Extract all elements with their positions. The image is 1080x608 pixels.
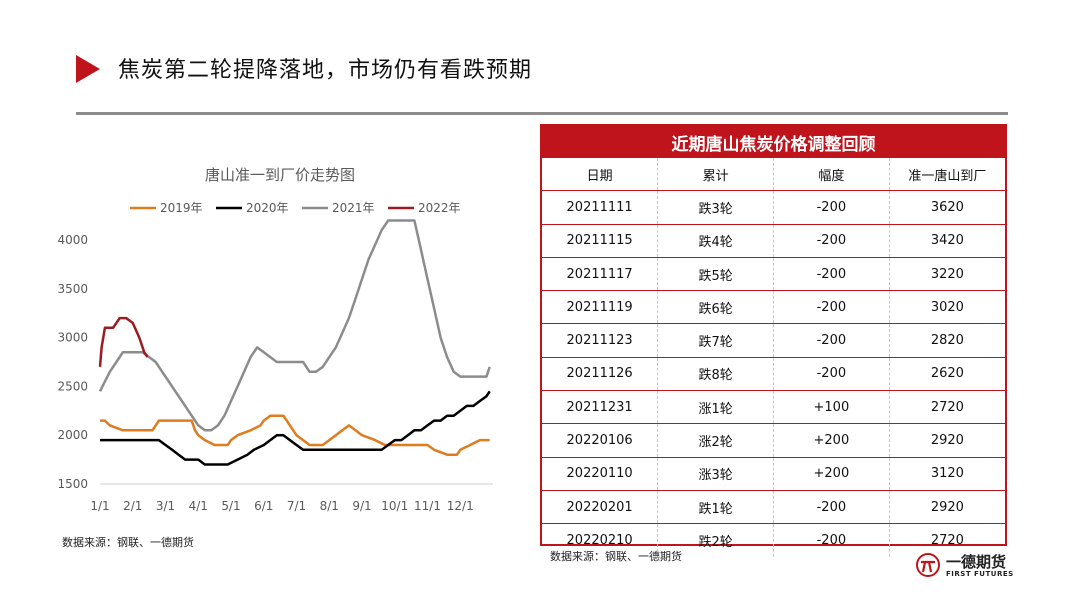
x-tick-label: 9/1: [352, 499, 371, 513]
series-line-2021年: [98, 219, 491, 432]
table-row: 20211111 跌3轮 -200 3620: [542, 190, 1005, 225]
y-tick-label: 3500: [57, 282, 88, 296]
title-marker-icon: [76, 55, 100, 83]
cell-price: 3420: [889, 224, 1005, 258]
cell-change: -200: [773, 257, 890, 292]
series-line-2019年: [100, 414, 490, 456]
x-tick-label: 7/1: [287, 499, 306, 513]
price-adjustment-table: 近期唐山焦炭价格调整回顾 日期 累计 幅度 准一唐山到厂 20211111 跌3轮…: [540, 124, 1007, 557]
cell-price: 2720: [889, 390, 1005, 425]
cell-cumulative: 跌3轮: [657, 190, 774, 225]
legend-label: 2020年: [246, 201, 289, 215]
table-row: 20211117 跌5轮 -200 3220: [542, 257, 1005, 292]
y-tick-label: 2500: [57, 379, 88, 393]
cell-cumulative: 跌8轮: [657, 357, 774, 392]
table-row: 20211126 跌8轮 -200 2620: [542, 357, 1005, 392]
cell-date: 20220110: [542, 457, 659, 491]
cell-date: 20220201: [542, 490, 659, 525]
table-row: 20220110 涨3轮 +200 3120: [542, 457, 1005, 491]
cell-price: 3620: [889, 190, 1005, 225]
company-logo-name: 一德期货: [946, 553, 1007, 571]
price-trend-chart: 唐山准一到厂价走势图 2019年 2020年 2021年 2022年 1500 2000 25…: [57, 166, 493, 513]
cell-change: -200: [773, 290, 890, 325]
page-title: 焦炭第二轮提降落地，市场仍有看跌预期: [118, 58, 533, 83]
cell-change: +200: [773, 423, 890, 458]
header-date: 日期: [542, 158, 659, 192]
chart-source-note: 数据来源：钢联、一德期货: [62, 536, 194, 549]
cell-change: +100: [773, 390, 890, 425]
x-tick-label: 3/1: [156, 499, 175, 513]
cell-price: 3020: [889, 290, 1005, 325]
cell-price: 2920: [889, 423, 1005, 458]
cell-cumulative: 跌4轮: [657, 224, 774, 258]
cell-price: 2620: [889, 357, 1005, 392]
legend-label: 2019年: [160, 201, 203, 215]
cell-change: -200: [773, 224, 890, 258]
cell-cumulative: 跌6轮: [657, 290, 774, 325]
cell-change: -200: [773, 190, 890, 225]
table-row: 20211115 跌4轮 -200 3420: [542, 224, 1005, 258]
legend-label: 2022年: [418, 201, 461, 215]
table-row: 20211119 跌6轮 -200 3020: [542, 290, 1005, 325]
cell-cumulative: 涨1轮: [657, 390, 774, 425]
x-tick-label: 8/1: [320, 499, 339, 513]
title-divider: [76, 112, 1008, 115]
cell-date: 20211119: [542, 290, 659, 325]
cell-date: 20211115: [542, 224, 659, 258]
x-tick-label: 4/1: [189, 499, 208, 513]
cell-date: 20211231: [542, 390, 659, 425]
company-logo-subtitle: FIRST FUTURES: [946, 570, 1014, 578]
x-tick-label: 10/1: [381, 499, 408, 513]
cell-cumulative: 涨3轮: [657, 457, 774, 491]
cell-change: -200: [773, 357, 890, 392]
legend-label: 2021年: [332, 201, 375, 215]
x-tick-label: 1/1: [90, 499, 109, 513]
cell-date: 20211126: [542, 357, 659, 392]
cell-date: 20211111: [542, 190, 659, 225]
x-tick-label: 2/1: [123, 499, 142, 513]
y-tick-label: 2000: [57, 428, 88, 442]
header-price: 准一唐山到厂: [889, 158, 1005, 192]
x-tick-label: 6/1: [254, 499, 273, 513]
series-line-2022年: [98, 316, 149, 368]
cell-cumulative: 跌1轮: [657, 490, 774, 525]
cell-cumulative: 涨2轮: [657, 423, 774, 458]
cell-price: 3220: [889, 257, 1005, 292]
series-line-2020年: [100, 390, 491, 466]
x-tick-label: 5/1: [221, 499, 240, 513]
cell-change: -200: [773, 523, 890, 557]
cell-price: 2720: [930, 532, 964, 548]
cell-cumulative: 跌5轮: [657, 257, 774, 292]
table-row: 20220201 跌1轮 -200 2920: [542, 490, 1005, 525]
table-row: 20211123 跌7轮 -200 2820: [542, 323, 1005, 358]
cell-date: 20220106: [542, 423, 659, 458]
cell-price: 2820: [889, 323, 1005, 358]
table-row: 20220106 涨2轮 +200 2920: [542, 423, 1005, 458]
y-tick-label: 3000: [57, 331, 88, 345]
chart-title: 唐山准一到厂价走势图: [205, 166, 355, 184]
table-title: 近期唐山焦炭价格调整回顾: [542, 126, 1005, 158]
y-tick-label: 4000: [57, 233, 88, 247]
cell-price: 2920: [889, 490, 1005, 525]
x-tick-label: 12/1: [447, 499, 474, 513]
cell-date: 20211123: [542, 323, 659, 358]
cell-cumulative: 跌2轮: [657, 523, 774, 557]
cell-change: -200: [773, 490, 890, 525]
header-change: 幅度: [773, 158, 890, 192]
table-header-row: 日期 累计 幅度 准一唐山到厂: [542, 158, 1005, 192]
cell-change: -200: [773, 323, 890, 358]
header-cumulative: 累计: [657, 158, 774, 192]
y-tick-label: 1500: [57, 477, 88, 491]
cell-date: 20211117: [542, 257, 659, 292]
company-logo-icon: [916, 553, 940, 577]
cell-cumulative: 跌7轮: [657, 323, 774, 358]
table-row: 20220210 跌2轮 -200 2720: [542, 523, 1005, 557]
cell-change: +200: [773, 457, 890, 491]
x-tick-label: 11/1: [414, 499, 441, 513]
table-source-note: 数据来源：钢联、一德期货: [550, 550, 682, 563]
table-row: 20211231 涨1轮 +100 2720: [542, 390, 1005, 425]
cell-price: 3120: [889, 457, 1005, 491]
cell-date: 20220210: [542, 523, 659, 557]
